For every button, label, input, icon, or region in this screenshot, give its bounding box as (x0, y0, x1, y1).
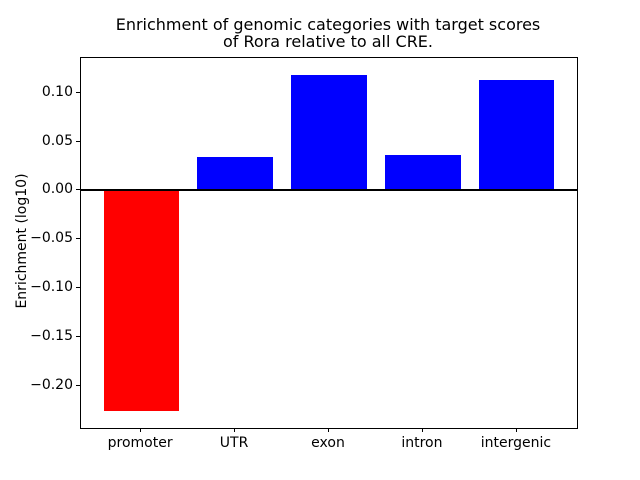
y-tick-mark-−0.20 (76, 385, 80, 387)
y-tick-label-−0.05: −0.05 (30, 230, 73, 247)
y-tick-mark-0.00 (76, 189, 80, 191)
y-tick-mark-−0.05 (76, 238, 80, 240)
x-tick-mark-intron (421, 428, 423, 432)
y-tick-label-−0.10: −0.10 (30, 279, 73, 296)
plot-area (80, 57, 578, 429)
bar-exon (291, 75, 367, 191)
y-tick-label-0.10: 0.10 (41, 83, 73, 100)
x-tick-label-exon: exon (311, 435, 345, 451)
x-tick-label-intron: intron (401, 435, 443, 451)
y-tick-mark-−0.10 (76, 287, 80, 289)
bar-UTR (197, 157, 273, 191)
x-tick-mark-exon (328, 428, 329, 432)
chart-title: Enrichment of genomic categories with ta… (80, 16, 576, 50)
y-tick-mark-0.10 (76, 91, 80, 93)
bar-promoter (103, 190, 179, 411)
chart-title-line-2: of Rora relative to all CRE. (222, 32, 433, 51)
x-tick-label-intergenic: intergenic (480, 435, 552, 451)
x-tick-label-UTR: UTR (219, 435, 249, 451)
y-tick-mark-−0.15 (76, 336, 80, 338)
bar-intron (385, 155, 461, 191)
chart-title-line-1: Enrichment of genomic categories with ta… (115, 15, 541, 34)
y-tick-label-0.05: 0.05 (41, 132, 73, 149)
bar-intergenic (479, 79, 555, 191)
y-tick-mark-0.05 (76, 140, 80, 142)
x-tick-mark-promoter (140, 428, 142, 432)
y-tick-label-−0.20: −0.20 (30, 377, 73, 394)
x-tick-mark-UTR (234, 428, 236, 432)
x-tick-label-promoter: promoter (107, 435, 173, 451)
x-tick-mark-intergenic (515, 428, 517, 432)
zero-line (81, 189, 577, 192)
y-tick-label-0.00: 0.00 (41, 181, 73, 198)
y-tick-label-−0.15: −0.15 (30, 328, 73, 345)
